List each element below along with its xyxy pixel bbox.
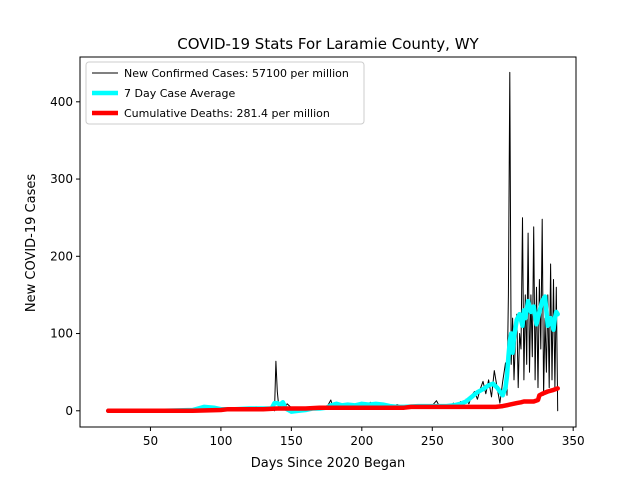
- x-tick-label: 100: [209, 434, 232, 448]
- axes-frame: [79, 56, 577, 428]
- y-tick-label: 0: [65, 404, 73, 418]
- x-tick-label: 150: [280, 434, 303, 448]
- legend-label-2: 7 Day Case Average: [124, 87, 236, 100]
- x-tick-label: 50: [143, 434, 158, 448]
- y-tick-label: 200: [50, 249, 73, 263]
- legend-label-3: Cumulative Deaths: 281.4 per million: [124, 107, 330, 120]
- y-tick-label: 300: [50, 172, 73, 186]
- y-tick-label: 100: [50, 327, 73, 341]
- plot-area: [105, 71, 560, 414]
- x-tick-label: 300: [491, 434, 514, 448]
- y-tick-label: 400: [50, 95, 73, 109]
- x-tick-label: 250: [421, 434, 444, 448]
- legend-box: [85, 61, 365, 125]
- series-line-3: [105, 386, 560, 414]
- chart-title: COVID-19 Stats For Laramie County, WY: [177, 35, 479, 53]
- legend: New Confirmed Cases: 57100 per million 7 …: [85, 61, 365, 125]
- x-tick-label: 350: [562, 434, 585, 448]
- x-axis-label: Days Since 2020 Began: [251, 456, 406, 471]
- y-axis-label: New COVID-19 Cases: [24, 174, 39, 312]
- axes: 50 100 150 200 250 300 350 0 100 200 300 400: [50, 56, 585, 448]
- x-tick-label: 200: [350, 434, 373, 448]
- legend-label-1: New Confirmed Cases: 57100 per million: [124, 67, 349, 80]
